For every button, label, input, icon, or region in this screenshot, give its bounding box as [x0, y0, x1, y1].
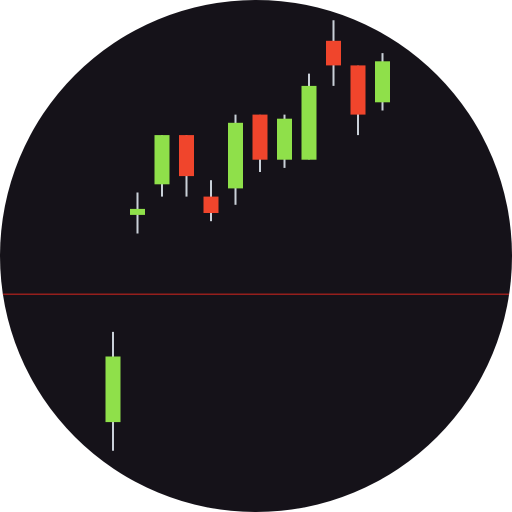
bullish-candle-body-2: [154, 135, 170, 185]
bullish-candle-body-7: [277, 118, 292, 160]
bearish-candle-body-10: [350, 65, 366, 115]
bullish-candle-body-0: [105, 356, 121, 423]
candles-layer: [105, 20, 390, 451]
bullish-candle-body-8: [301, 85, 317, 160]
bearish-candle-body-6: [252, 114, 268, 160]
bearish-candle-body-9: [326, 40, 341, 66]
bullish-candle-body-5: [228, 122, 243, 189]
bearish-candle-body-4: [203, 196, 219, 213]
bullish-candle-body-11: [375, 61, 390, 103]
bearish-candle-body-3: [179, 135, 194, 177]
bullish-candle-body-1: [130, 208, 145, 215]
